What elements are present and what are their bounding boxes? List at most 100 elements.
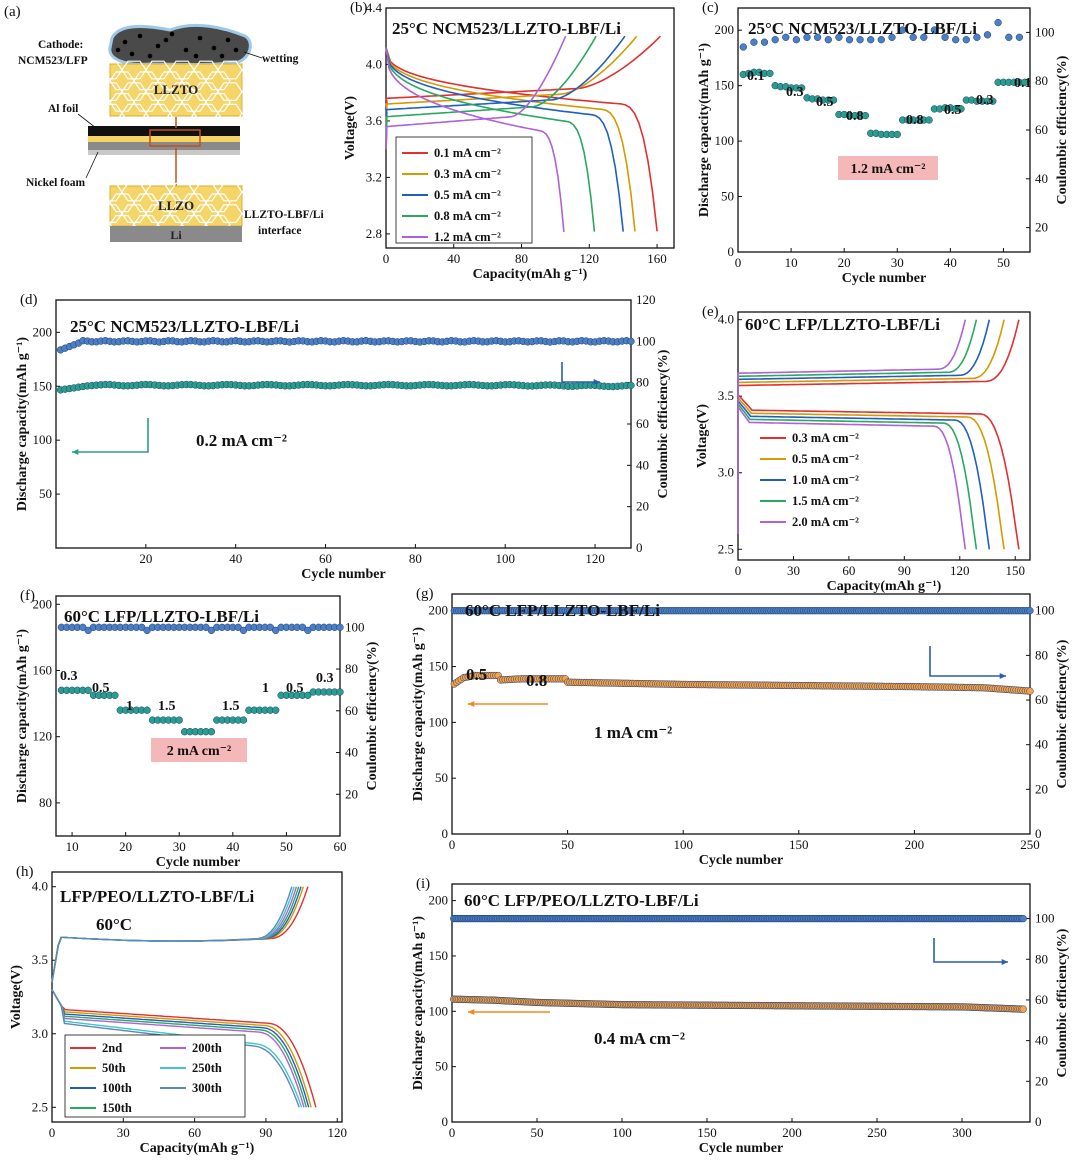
hex-cell — [157, 71, 183, 91]
y-tick-label: 2.5 — [32, 1099, 48, 1114]
chart-title: 60°C LFP/LLZTO-LBF/Li — [745, 315, 940, 334]
y2-tick-label: 0 — [1035, 1114, 1042, 1129]
interface-label-2: interface — [258, 225, 301, 237]
efficiency-point — [952, 36, 960, 44]
x-tick-label: 0 — [735, 255, 742, 270]
x-tick-label: 90 — [259, 1125, 272, 1140]
cathode-dot — [129, 51, 135, 57]
y2-axis-label: Coulombic efficiency(%) — [1055, 55, 1070, 204]
cathode-dot — [137, 33, 143, 39]
x-axis-label: Capacity(mAh g⁻¹) — [473, 267, 588, 282]
y-tick-label: 2.8 — [366, 226, 382, 241]
hex-cell — [133, 71, 159, 91]
efficiency-point — [1015, 33, 1024, 41]
discharge-curve — [385, 47, 636, 232]
y2-tick-label: 40 — [1035, 1033, 1048, 1048]
rate-label: 0.1 — [747, 69, 765, 84]
cathode-dots — [115, 31, 239, 59]
panel-label: (h) — [16, 864, 34, 880]
capacity-point — [766, 69, 774, 78]
rate-label: 0.5 — [944, 103, 962, 118]
efficiency-point — [877, 36, 885, 44]
cathode-dot — [197, 35, 203, 41]
x-tick-label: 20 — [139, 551, 152, 566]
y-tick-label: 3.0 — [32, 1026, 48, 1041]
x-tick-label: 10 — [66, 839, 79, 854]
efficiency-point — [941, 33, 949, 41]
hex-cell — [121, 204, 147, 223]
y2-tick-label: 80 — [636, 375, 649, 390]
hex-cell — [217, 103, 243, 123]
y-tick-label: 100 — [429, 1003, 449, 1018]
cathode-dot — [193, 53, 199, 59]
y-tick-label: 4.0 — [718, 312, 734, 327]
discharge-curve — [737, 406, 967, 550]
y2-tick-label: 40 — [345, 745, 358, 760]
capacity-point — [1021, 78, 1029, 86]
cathode-dot — [163, 37, 169, 43]
cathode-dot — [169, 31, 175, 37]
hex-cell — [97, 60, 123, 80]
efficiency-point — [771, 36, 779, 44]
legend-label: 0.5 mA cm⁻² — [434, 188, 501, 202]
arrow-head — [72, 448, 79, 456]
hex-cell — [193, 82, 219, 102]
panel-label: (d) — [20, 292, 38, 308]
llzo-label: LLZO — [158, 198, 194, 213]
y2-tick-label: 20 — [345, 786, 358, 801]
y2-tick-label: 120 — [636, 292, 656, 307]
charge-curve — [737, 319, 1005, 534]
panel-label: (i) — [416, 876, 430, 892]
x-tick-label: 150 — [1005, 563, 1025, 578]
y2-tick-label: 80 — [1035, 73, 1048, 88]
cathode-dot — [155, 43, 161, 49]
legend-label: 100th — [102, 1081, 132, 1095]
rate-box-label: 1.2 mA cm⁻² — [851, 162, 926, 177]
x-tick-label: 40 — [944, 255, 957, 270]
hex-cell — [193, 204, 219, 223]
capacity-point — [798, 84, 806, 92]
y2-tick-label: 80 — [1035, 951, 1048, 966]
li-layer — [110, 226, 242, 242]
efficiency-point — [962, 36, 970, 44]
hex-cell — [145, 103, 171, 123]
capacity-point — [829, 96, 838, 104]
x-tick-label: 60 — [188, 1125, 201, 1140]
x-tick-label: 150 — [789, 837, 809, 852]
legend-label: 150th — [102, 1101, 132, 1115]
x-axis-label: Capacity(mAh g⁻¹) — [140, 1141, 255, 1156]
hex-cell — [133, 92, 159, 112]
y2-tick-label: 40 — [636, 457, 649, 472]
efficiency-point — [266, 623, 274, 631]
legend-label: 2nd — [102, 1041, 122, 1055]
y-tick-label: 150 — [429, 659, 449, 674]
y2-tick-label: 80 — [345, 661, 358, 676]
capacity-point — [1026, 687, 1034, 695]
plot-frame — [737, 7, 1031, 253]
y-tick-label: 0 — [442, 826, 449, 841]
y2-tick-label: 0 — [636, 540, 643, 555]
y2-tick-label: 60 — [1035, 692, 1048, 707]
x-tick-label: 120 — [327, 1125, 347, 1140]
y2-axis-label: Coulombic efficiency(%) — [656, 349, 671, 498]
x-tick-label: 100 — [673, 837, 693, 852]
x-tick-label: 150 — [697, 1125, 717, 1140]
y-tick-label: 150 — [33, 378, 53, 393]
arrow-head — [1001, 958, 1008, 966]
y-axis-label: Discharge capacity(mAh g⁻¹) — [15, 337, 30, 511]
nickel-foam-pointer — [85, 151, 99, 179]
cathode-dot — [211, 45, 217, 51]
hex-cell — [97, 182, 123, 202]
capacity-point — [304, 691, 312, 699]
cathode-material-label: NCM523/LFP — [18, 55, 88, 67]
rate-label: 0.1 — [1014, 76, 1032, 91]
foil-shadow — [88, 150, 240, 155]
hex-cell — [205, 193, 231, 213]
x-axis-label: Cycle number — [842, 271, 926, 286]
discharge-curve — [385, 47, 624, 232]
efficiency-point — [79, 623, 87, 631]
discharge-curve — [385, 47, 658, 232]
capacity-point — [1019, 1005, 1027, 1013]
rate-box — [151, 738, 247, 762]
efficiency-point — [803, 33, 811, 41]
